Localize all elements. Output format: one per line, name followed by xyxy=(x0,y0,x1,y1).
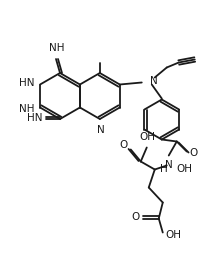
Text: HN: HN xyxy=(19,79,34,89)
Text: OH: OH xyxy=(166,230,182,240)
Text: OH: OH xyxy=(140,132,156,142)
Text: O: O xyxy=(190,148,198,158)
Text: NH: NH xyxy=(49,43,65,53)
Text: O: O xyxy=(131,212,140,222)
Text: HN: HN xyxy=(26,113,42,123)
Text: O: O xyxy=(120,141,128,151)
Text: N: N xyxy=(97,125,105,135)
Text: NH: NH xyxy=(19,103,34,113)
Text: N: N xyxy=(150,77,157,87)
Text: N: N xyxy=(165,161,173,170)
Text: OH: OH xyxy=(177,164,193,174)
Text: H: H xyxy=(160,165,168,175)
